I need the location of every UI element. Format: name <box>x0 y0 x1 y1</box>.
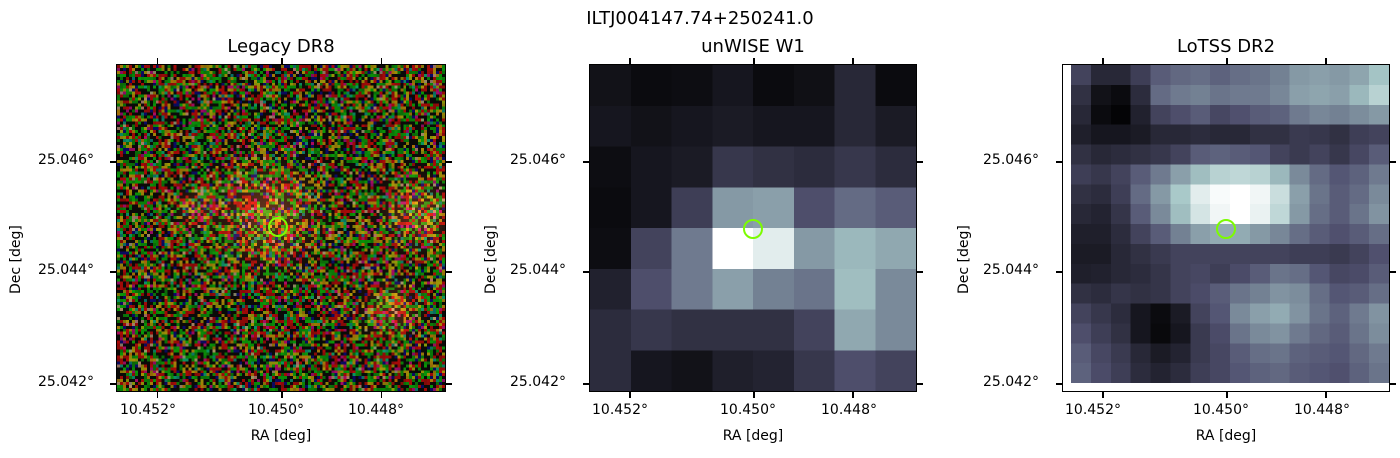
y-tick-label: 25.046° <box>983 152 1039 168</box>
x-tick-mark <box>1325 392 1327 398</box>
x-tick-mark <box>753 58 755 64</box>
x-tick-mark <box>852 392 854 398</box>
x-tick-mark <box>629 392 631 398</box>
panel-title: Legacy DR8 <box>227 36 335 57</box>
x-axis-label: RA [deg] <box>250 428 312 444</box>
y-tick-mark <box>917 271 923 273</box>
y-axis-label: Dec [deg] <box>483 225 499 294</box>
x-tick-mark <box>281 58 283 64</box>
y-tick-mark <box>1056 383 1062 385</box>
x-tick-mark <box>156 392 159 398</box>
y-tick-mark <box>583 271 589 273</box>
legacy-dr8-image <box>116 64 446 392</box>
y-tick-mark <box>1056 271 1062 273</box>
y-axis-label: Dec [deg] <box>956 225 972 294</box>
y-tick-mark <box>110 271 116 273</box>
x-tick-label: 10.450° <box>720 402 776 418</box>
y-tick-mark <box>917 161 923 163</box>
x-tick-label: 10.448° <box>821 402 877 418</box>
y-tick-label: 25.046° <box>510 152 566 168</box>
y-tick-label: 25.044° <box>983 262 1039 278</box>
y-tick-mark <box>917 383 923 385</box>
y-tick-label: 25.042° <box>983 374 1039 390</box>
x-tick-mark <box>1325 58 1327 64</box>
x-tick-mark <box>281 392 283 398</box>
x-tick-mark <box>852 58 854 64</box>
x-tick-label: 10.450° <box>248 402 304 418</box>
y-tick-label: 25.044° <box>510 262 566 278</box>
y-tick-mark <box>446 161 452 163</box>
x-tick-mark <box>1226 58 1228 64</box>
y-tick-mark <box>1390 271 1396 273</box>
x-tick-mark <box>753 392 755 398</box>
y-tick-mark <box>583 161 589 163</box>
source-marker-circle <box>743 219 763 239</box>
x-tick-label: 10.450° <box>1193 402 1249 418</box>
y-tick-label: 25.042° <box>510 374 566 390</box>
y-tick-mark <box>1056 161 1062 163</box>
x-tick-label: 10.452° <box>1065 402 1121 418</box>
unwise-w1-image <box>589 64 917 392</box>
figure-title: ILTJ004147.74+250241.0 <box>586 8 814 29</box>
y-tick-mark <box>110 383 116 385</box>
x-tick-mark <box>1102 392 1104 398</box>
x-tick-mark <box>1226 392 1228 398</box>
x-tick-mark <box>380 58 383 64</box>
lotss-dr2-image <box>1062 64 1390 392</box>
x-axis-label: RA [deg] <box>722 428 784 444</box>
source-marker-circle <box>1216 219 1236 239</box>
x-tick-label: 10.448° <box>1294 402 1350 418</box>
y-axis-label: Dec [deg] <box>8 225 24 294</box>
panel-title: LoTSS DR2 <box>1176 36 1276 57</box>
y-tick-mark <box>583 383 589 385</box>
y-tick-mark <box>1390 383 1396 385</box>
x-tick-label: 10.452° <box>592 402 648 418</box>
x-tick-label: 10.448° <box>348 402 404 418</box>
x-tick-mark <box>380 392 383 398</box>
source-marker-circle <box>268 217 288 237</box>
x-tick-mark <box>629 58 631 64</box>
y-tick-label: 25.042° <box>38 374 94 390</box>
y-tick-mark <box>446 383 452 385</box>
y-tick-mark <box>1390 161 1396 163</box>
x-tick-mark <box>156 58 159 64</box>
x-tick-label: 10.452° <box>120 402 176 418</box>
y-tick-label: 25.044° <box>38 262 94 278</box>
y-tick-mark <box>446 271 452 273</box>
y-tick-label: 25.046° <box>38 152 94 168</box>
x-axis-label: RA [deg] <box>1195 428 1257 444</box>
y-tick-mark <box>110 161 116 163</box>
panel-title: unWISE W1 <box>701 36 805 57</box>
x-tick-mark <box>1102 58 1104 64</box>
